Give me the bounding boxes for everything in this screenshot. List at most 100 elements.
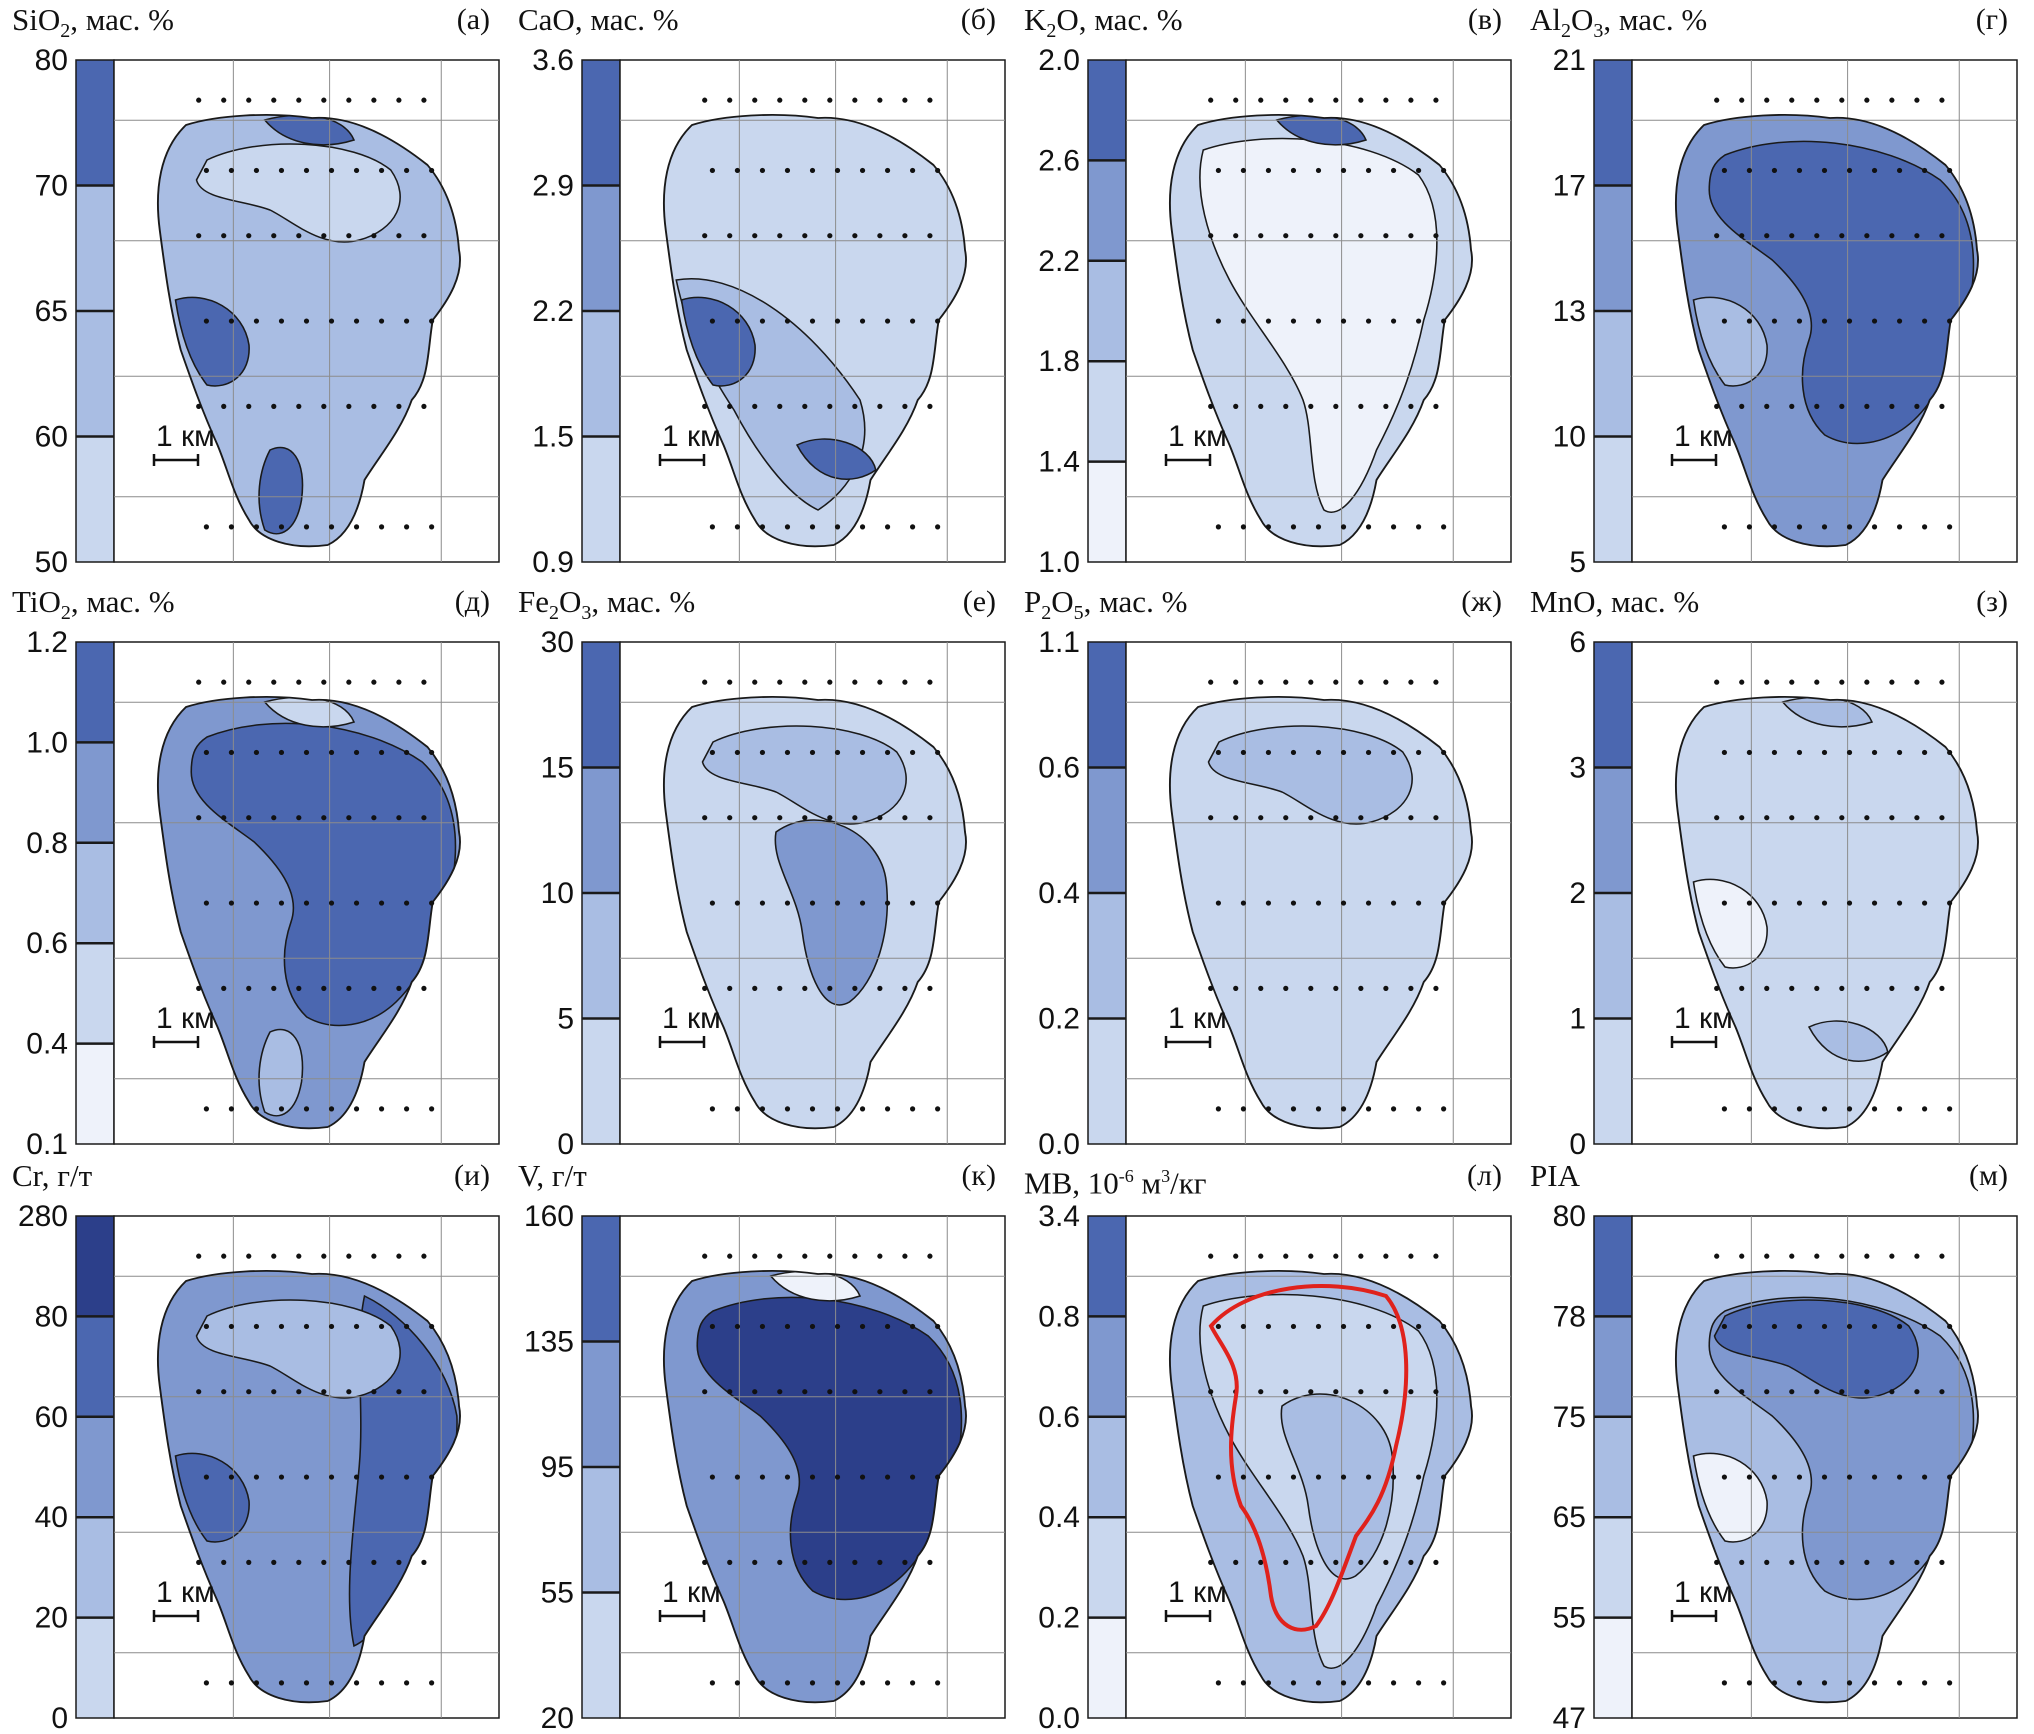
- legend-tick-label: 55: [541, 1577, 574, 1610]
- sample-point: [1771, 749, 1778, 756]
- sample-point: [1258, 403, 1264, 409]
- scale-bar-label: 1 км: [662, 420, 721, 453]
- sample-point: [1258, 1253, 1264, 1259]
- sample-point: [1290, 1106, 1297, 1112]
- sample-point: [396, 403, 402, 409]
- legend-tick-label: 1.0: [1038, 546, 1080, 579]
- sample-point: [271, 403, 277, 409]
- sample-point: [1240, 1323, 1247, 1330]
- sample-point: [1441, 1680, 1447, 1686]
- sample-point: [1208, 985, 1214, 991]
- sample-point: [1714, 403, 1720, 409]
- sample-point: [1947, 1323, 1953, 1330]
- sample-point: [802, 1559, 808, 1565]
- sample-point: [1846, 1474, 1853, 1480]
- lake-map: 1 км: [1631, 59, 2018, 563]
- sample-point: [1383, 815, 1389, 821]
- sample-point: [203, 318, 209, 324]
- sample-point: [1340, 524, 1347, 530]
- legend-swatch: [76, 1316, 114, 1417]
- sample-point: [877, 985, 883, 991]
- sample-point: [221, 1253, 227, 1259]
- map-panel: MB, 10-6 м3/кг (л) 3.4 0.8 0.6 0.4 0.2 0.0 1 км: [1018, 1158, 1518, 1734]
- sample-point: [852, 233, 858, 239]
- sample-point: [709, 1680, 715, 1686]
- sample-point: [1914, 1253, 1920, 1259]
- lake-shoreline: [663, 114, 967, 548]
- sample-point: [1922, 1474, 1928, 1480]
- sample-point: [809, 900, 816, 906]
- sample-point: [203, 1323, 209, 1330]
- sample-point: [321, 985, 327, 991]
- sample-point: [777, 985, 783, 991]
- legend-tick-label: 60: [35, 1401, 68, 1434]
- panel-title: CaO, мас. %: [518, 2, 679, 37]
- sample-point: [396, 1559, 402, 1565]
- sample-point: [429, 1474, 435, 1480]
- sample-point: [1821, 524, 1828, 530]
- sample-point: [709, 1106, 715, 1112]
- scale-bar-label: 1 км: [1674, 1002, 1733, 1035]
- sample-point: [702, 679, 708, 685]
- sample-point: [1914, 679, 1920, 685]
- sample-point: [1240, 318, 1247, 324]
- legend-tick-label: 5: [1569, 546, 1586, 579]
- sample-point: [421, 97, 427, 103]
- sample-point: [1789, 233, 1795, 239]
- sample-point: [1265, 1106, 1272, 1112]
- sample-point: [1358, 985, 1364, 991]
- sample-point: [378, 1680, 385, 1686]
- sample-point: [1914, 1559, 1920, 1565]
- sample-point: [727, 1253, 733, 1259]
- sample-point: [1308, 1559, 1314, 1565]
- sample-point: [1914, 97, 1920, 103]
- sample-point: [1283, 97, 1289, 103]
- sample-point: [1789, 815, 1795, 821]
- sample-point: [884, 900, 891, 906]
- sample-point: [1333, 1389, 1339, 1395]
- sample-point: [321, 1559, 327, 1565]
- legend-swatch: [582, 1341, 620, 1467]
- legend-swatch: [1594, 311, 1632, 437]
- scale-bar: 1 км: [1164, 1576, 1227, 1622]
- sample-point: [1821, 900, 1828, 906]
- sample-point: [727, 233, 733, 239]
- sample-point: [859, 1680, 866, 1686]
- sample-point: [1764, 679, 1770, 685]
- sample-point: [253, 900, 260, 906]
- sample-point: [752, 815, 758, 821]
- sample-point: [228, 749, 235, 756]
- legend-swatch: [1594, 642, 1632, 768]
- sample-point: [1947, 318, 1953, 324]
- legend-swatch: [1088, 893, 1126, 1019]
- sample-point: [734, 1474, 741, 1480]
- sample-point: [1947, 900, 1953, 906]
- sample-point: [371, 1389, 377, 1395]
- sample-point: [902, 1559, 908, 1565]
- sample-point: [421, 403, 427, 409]
- map-canvas: 21 17 13 10 5 1 км: [1553, 44, 2018, 579]
- sample-point: [196, 97, 202, 103]
- lake-map: 1 км: [619, 59, 1006, 563]
- sample-point: [328, 1680, 335, 1686]
- sample-point: [1714, 985, 1720, 991]
- sample-point: [1240, 749, 1247, 756]
- sample-point: [910, 1474, 916, 1480]
- sample-point: [1771, 1106, 1778, 1112]
- sample-point: [935, 1323, 941, 1330]
- legend-tick-label: 2: [1569, 877, 1586, 910]
- sample-point: [1939, 233, 1945, 239]
- sample-point: [203, 1106, 209, 1112]
- sample-point: [321, 1389, 327, 1395]
- sample-point: [1208, 1559, 1214, 1565]
- sample-point: [1914, 985, 1920, 991]
- sample-point: [1864, 815, 1870, 821]
- sample-point: [396, 233, 402, 239]
- sample-point: [1208, 233, 1214, 239]
- sample-point: [1864, 97, 1870, 103]
- sample-point: [1947, 1474, 1953, 1480]
- sample-point: [203, 167, 209, 174]
- sample-point: [1233, 679, 1239, 685]
- sample-point: [303, 900, 310, 906]
- sample-point: [1739, 97, 1745, 103]
